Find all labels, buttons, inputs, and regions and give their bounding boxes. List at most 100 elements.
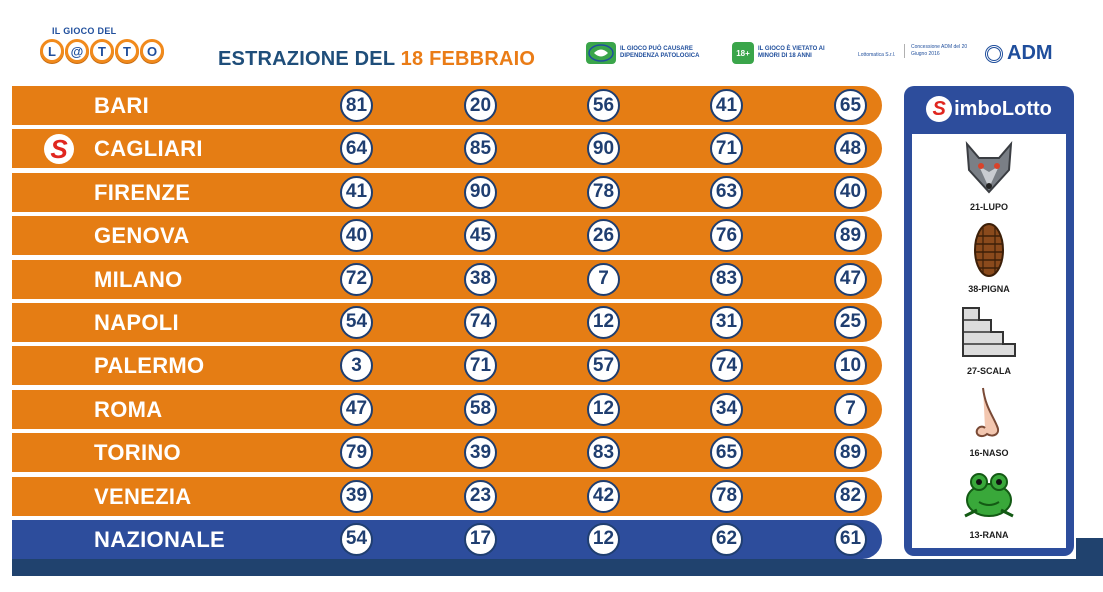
drawn-number: 83 <box>710 262 743 296</box>
table-row: FIRENZE 41 90 78 63 40 <box>12 172 882 212</box>
symbol-item: 27-SCALA <box>912 304 1066 384</box>
lotto-logo: IL GIOCO DEL L @ T T O <box>40 26 190 78</box>
age-warning: 18+ IL GIOCO È VIETATO AI MINORI DI 18 A… <box>732 42 838 64</box>
simbolotto-symbols: 21-LUPO 38-PIGNA <box>912 134 1066 548</box>
drawn-number: 20 <box>464 89 497 122</box>
frog-icon <box>959 468 1019 524</box>
adm-label: ADM <box>1007 42 1053 64</box>
table-row: VENEZIA 39 23 42 78 82 <box>12 476 882 516</box>
symbol-item: 38-PIGNA <box>912 222 1066 302</box>
symbol-label: 38-PIGNA <box>968 284 1010 294</box>
table-row: ROMA 47 58 12 34 7 <box>12 389 882 429</box>
drawn-number: 25 <box>834 305 867 339</box>
drawn-number: 76 <box>710 219 743 253</box>
city-name: ROMA <box>94 396 163 422</box>
addiction-warning: IL GIOCO PUÒ CAUSARE DIPENDENZA PATOLOGI… <box>586 42 712 64</box>
title-prefix: ESTRAZIONE DEL <box>218 48 395 70</box>
concession-note: Concessione ADM del 20 Giugno 2016 <box>904 44 970 58</box>
simbolotto-s-icon: S <box>926 96 953 122</box>
drawn-number: 10 <box>834 349 867 383</box>
city-name: NAPOLI <box>94 309 179 335</box>
drawn-number: 71 <box>464 349 497 383</box>
table-row: NAZIONALE 54 17 12 62 61 <box>12 519 882 559</box>
drawn-number: 90 <box>587 132 620 166</box>
draw-date: 18 FEBBRAIO <box>400 48 536 70</box>
table-row: GENOVA 40 45 26 76 89 <box>12 216 882 256</box>
drawn-number: 85 <box>464 132 497 166</box>
drawn-number: 12 <box>587 305 620 339</box>
symbol-label: 16-NASO <box>969 448 1009 458</box>
drawn-number: 54 <box>340 522 373 556</box>
drawn-number: 17 <box>464 522 497 556</box>
company-name: Lottomatica S.r.l. <box>858 52 896 58</box>
symbol-item: 16-NASO <box>912 386 1066 466</box>
table-row: BARI 81 20 56 41 65 <box>12 86 882 125</box>
drawn-number: 23 <box>464 479 497 513</box>
city-name: VENEZIA <box>94 483 192 509</box>
bottom-bar <box>12 559 1103 576</box>
logo-ball: T <box>115 39 139 63</box>
drawn-number: 48 <box>834 132 867 166</box>
table-row: NAPOLI 54 74 12 31 25 <box>12 302 882 342</box>
city-name: CAGLIARI <box>94 136 203 162</box>
logo-ball: @ <box>65 39 89 63</box>
logo-balls: L @ T T O <box>40 39 164 63</box>
city-name: GENOVA <box>94 223 190 249</box>
drawn-number: 54 <box>340 305 373 339</box>
drawn-number: 7 <box>587 262 620 296</box>
drawn-number: 45 <box>464 219 497 253</box>
symbol-label: 13-RANA <box>969 530 1009 540</box>
age-18-badge: 18+ <box>732 42 754 64</box>
logo-ball: T <box>90 39 114 63</box>
drawn-number: 64 <box>340 132 373 166</box>
drawn-number: 89 <box>834 219 867 253</box>
stairs-icon <box>959 304 1019 360</box>
drawn-number: 63 <box>710 175 743 209</box>
drawn-number: 79 <box>340 436 373 470</box>
age-warning-text: IL GIOCO È VIETATO AI MINORI DI 18 ANNI <box>758 46 825 59</box>
drawn-number: 58 <box>464 392 497 426</box>
symbol-label: 27-SCALA <box>966 366 1011 376</box>
logo-ball: O <box>140 39 164 63</box>
logo-caption: IL GIOCO DEL <box>52 26 117 36</box>
drawn-number: 26 <box>587 219 620 253</box>
adm-logo: ADM <box>985 42 1053 65</box>
drawn-number: 31 <box>710 305 743 339</box>
drawn-number: 12 <box>587 392 620 426</box>
drawn-number: 47 <box>834 262 867 296</box>
city-name: NAZIONALE <box>94 526 226 552</box>
drawn-number: 82 <box>834 479 867 513</box>
drawn-number: 89 <box>834 436 867 470</box>
simbolotto-panel: S imboLotto 21-LUPO <box>904 86 1074 556</box>
drawn-number: 74 <box>464 305 497 339</box>
drawn-number: 57 <box>587 349 620 383</box>
drawn-number: 61 <box>834 522 867 556</box>
city-name: PALERMO <box>94 353 205 379</box>
drawn-number: 65 <box>834 89 867 122</box>
drawn-number: 41 <box>710 89 743 122</box>
simbolotto-marker-icon: S <box>44 134 74 165</box>
simbolotto-header: S imboLotto <box>904 96 1074 122</box>
drawn-number: 38 <box>464 262 497 296</box>
table-row: PALERMO 3 71 57 74 10 <box>12 346 882 386</box>
drawn-number: 7 <box>834 392 867 426</box>
city-name: BARI <box>94 93 149 118</box>
drawn-number: 39 <box>340 479 373 513</box>
city-name: FIRENZE <box>94 179 191 205</box>
table-row: S CAGLIARI 64 85 90 71 48 <box>12 129 882 169</box>
results-table: BARI 81 20 56 41 65 S CAGLIARI 64 85 90 71 48 FIRENZE… <box>12 86 882 563</box>
simbolotto-title: imboLotto <box>954 97 1052 120</box>
pinecone-icon <box>959 222 1019 278</box>
bottom-bar-corner <box>1076 538 1103 560</box>
drawn-number: 56 <box>587 89 620 122</box>
drawn-number: 34 <box>710 392 743 426</box>
drawn-number: 90 <box>464 175 497 209</box>
drawn-number: 40 <box>834 175 867 209</box>
adm-emblem-icon <box>985 44 1003 63</box>
drawn-number: 78 <box>710 479 743 513</box>
city-name: MILANO <box>94 266 183 292</box>
drawn-number: 81 <box>340 89 373 122</box>
drawn-number: 62 <box>710 522 743 556</box>
city-name: TORINO <box>94 440 181 466</box>
